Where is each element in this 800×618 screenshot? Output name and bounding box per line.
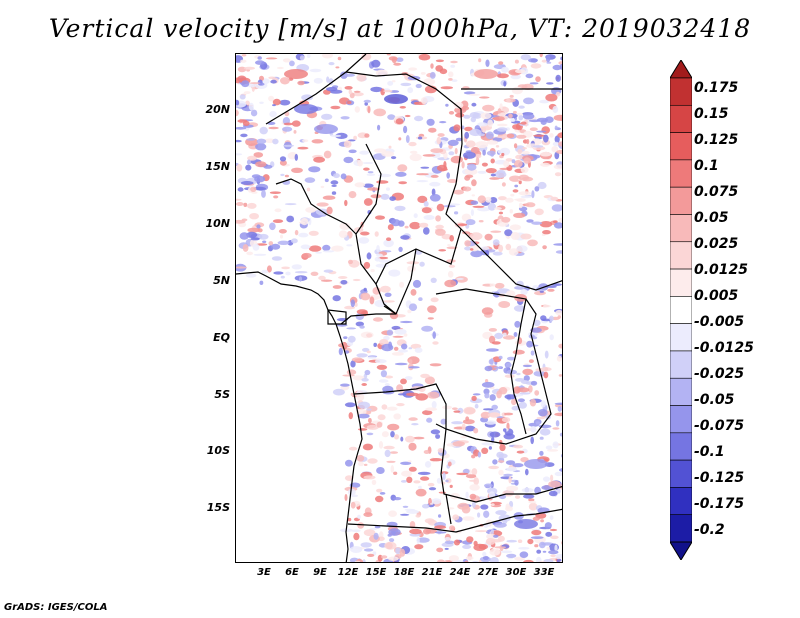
colorbar-segment	[670, 268, 692, 297]
colorbar-label: 0.15	[694, 106, 729, 122]
colorbar-label: -0.125	[694, 470, 745, 486]
colorbar-segment	[670, 323, 692, 352]
colorbar-label: -0.025	[694, 366, 745, 382]
lat-label: 15S	[206, 501, 230, 514]
colorbar-segment	[670, 487, 692, 516]
lat-label: EQ	[213, 331, 230, 344]
colorbar-label: -0.05	[694, 392, 735, 408]
colorbar-label: -0.075	[694, 418, 745, 434]
map-plot-area	[235, 53, 563, 563]
lon-label: 9E	[313, 567, 327, 578]
colorbar	[670, 60, 692, 560]
colorbar-segment	[670, 186, 692, 215]
colorbar-label: 0.025	[694, 236, 739, 252]
lon-label: 18E	[393, 567, 415, 578]
colorbar-label: 0.075	[694, 184, 739, 200]
lon-label: 27E	[477, 567, 499, 578]
lon-label: 24E	[449, 567, 471, 578]
lon-label: 33E	[533, 567, 555, 578]
map-canvas	[236, 54, 562, 562]
colorbar-label: 0.05	[694, 210, 729, 226]
lon-label: 6E	[285, 567, 299, 578]
border-8	[435, 288, 552, 445]
border-3	[355, 143, 382, 285]
colorbar-label: -0.2	[694, 522, 725, 538]
lon-label: 3E	[257, 567, 271, 578]
colorbar-segment	[670, 350, 692, 379]
colorbar-segment	[670, 241, 692, 270]
lon-label: 21E	[421, 567, 443, 578]
lake-border	[510, 298, 527, 435]
colorbar-segment	[670, 459, 692, 488]
border-2	[345, 71, 463, 315]
lon-label: 15E	[365, 567, 387, 578]
coastline-west	[236, 271, 363, 562]
lat-label: 5N	[213, 274, 230, 287]
colorbar-label: 0.175	[694, 80, 739, 96]
colorbar-bottom-arrow	[670, 541, 692, 560]
border-4	[275, 178, 357, 235]
colorbar-label: 0.125	[694, 132, 739, 148]
lon-label: 12E	[337, 567, 359, 578]
colorbar-segment	[670, 405, 692, 434]
colorbar-label: -0.1	[694, 444, 725, 460]
velocity-field	[236, 54, 562, 562]
credit-text: GrADS: IGES/COLA	[4, 602, 108, 613]
colorbar-label: -0.175	[694, 496, 745, 512]
border-6	[460, 228, 562, 291]
border-12	[327, 309, 347, 325]
colorbar-label: -0.0125	[694, 340, 754, 356]
colorbar-label: 0.005	[694, 288, 739, 304]
colorbar-segment	[670, 214, 692, 243]
colorbar-label: 0.1	[694, 158, 719, 174]
colorbar-segment	[670, 296, 692, 324]
lat-label: 10S	[206, 444, 230, 457]
border-1	[265, 54, 367, 125]
colorbar-segment	[670, 104, 692, 133]
colorbar-top-arrow	[670, 60, 692, 79]
colorbar-segment	[670, 159, 692, 188]
lat-label: 15N	[205, 160, 230, 173]
country-borders	[236, 54, 562, 562]
colorbar-segment	[670, 514, 692, 543]
colorbar-label: -0.005	[694, 314, 745, 330]
lat-label: 20N	[205, 103, 230, 116]
lon-label: 30E	[505, 567, 527, 578]
border-9	[353, 383, 562, 503]
border-11	[445, 493, 452, 525]
colorbar-label: 0.0125	[694, 262, 749, 278]
border-7	[340, 248, 417, 325]
lat-label: 10N	[205, 217, 230, 230]
border-10	[347, 508, 562, 533]
lat-label: 5S	[214, 388, 230, 401]
colorbar-segment	[670, 377, 692, 406]
colorbar-segment	[670, 132, 692, 161]
map-title: Vertical velocity [m/s] at 1000hPa, VT: …	[48, 14, 752, 43]
colorbar-segment	[670, 77, 692, 106]
colorbar-segment	[670, 432, 692, 461]
